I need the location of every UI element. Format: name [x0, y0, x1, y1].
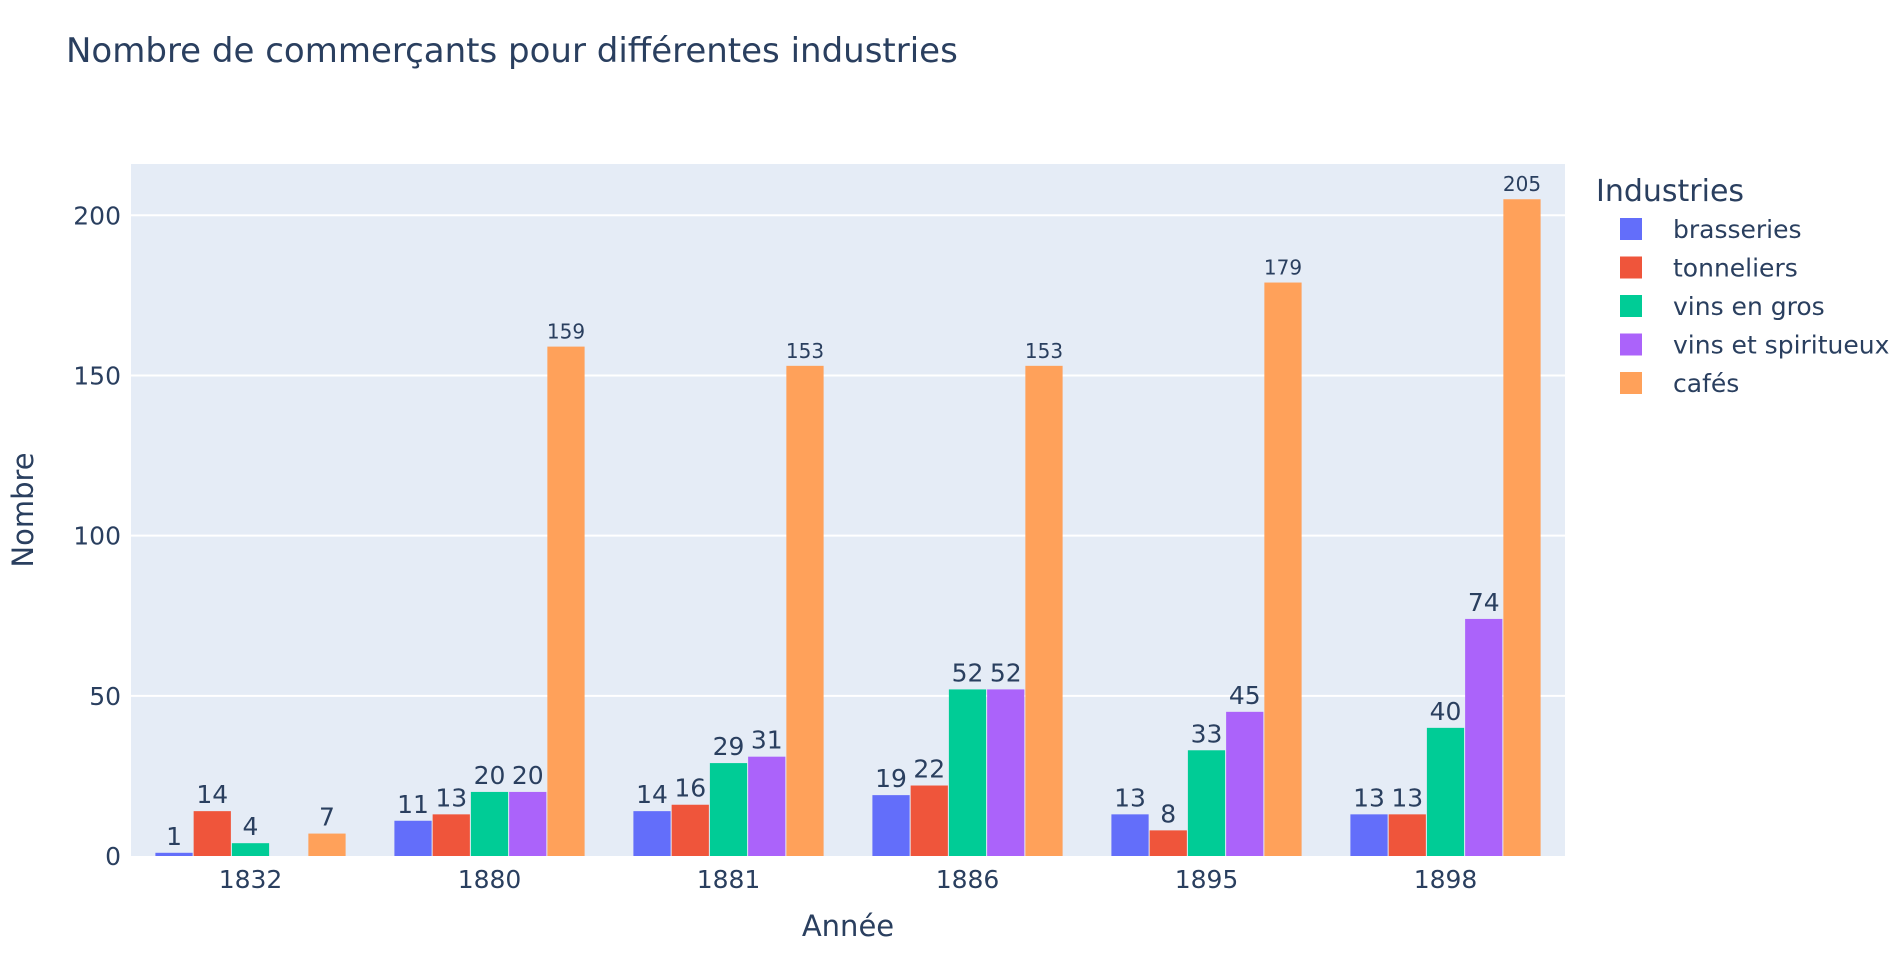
- legend-swatch: [1620, 218, 1642, 240]
- data-label: 13: [435, 783, 467, 812]
- legend-item[interactable]: vins et spiritueux: [1620, 331, 1889, 360]
- bar: [1388, 814, 1426, 856]
- bar: [1025, 365, 1063, 856]
- y-axis-ticks: 0 50 100 150 200: [73, 201, 121, 871]
- data-label: 40: [1430, 697, 1462, 726]
- bar: [1149, 830, 1187, 856]
- bar: [394, 820, 432, 856]
- data-label: 11: [397, 790, 429, 819]
- bar: [910, 785, 948, 856]
- x-tick-label: 1895: [1175, 865, 1239, 894]
- data-label: 52: [952, 658, 984, 687]
- chart-title: Nombre de commerçants pour différentes i…: [66, 31, 958, 71]
- bar: [1503, 199, 1541, 857]
- data-label: 13: [1391, 783, 1423, 812]
- data-label: 1: [166, 822, 182, 851]
- y-axis-title: Nombre: [6, 452, 40, 567]
- bar: [709, 763, 748, 856]
- legend-title: Industries: [1596, 174, 1744, 209]
- data-label: 20: [512, 761, 544, 790]
- gridlines: [131, 214, 1565, 697]
- legend-item[interactable]: brasseries: [1620, 215, 1802, 244]
- legend-swatch: [1620, 372, 1642, 394]
- x-tick-label: 1880: [458, 865, 522, 894]
- bar: [155, 852, 193, 856]
- data-label: 205: [1503, 172, 1541, 196]
- legend-label: brasseries: [1673, 215, 1802, 244]
- bar: [1426, 727, 1465, 856]
- bar: [1264, 282, 1302, 856]
- data-label: 13: [1353, 783, 1385, 812]
- data-label: 52: [990, 658, 1022, 687]
- bar: [671, 804, 709, 856]
- legend-label: cafés: [1673, 369, 1739, 398]
- bar: [231, 843, 270, 856]
- data-label: 14: [636, 780, 668, 809]
- data-label: 22: [913, 755, 945, 784]
- bar: [748, 756, 786, 856]
- bar: [987, 689, 1025, 856]
- y-tick-label: 150: [73, 361, 121, 390]
- data-label: 4: [243, 812, 259, 841]
- data-label: 20: [474, 761, 506, 790]
- data-label: 13: [1114, 783, 1146, 812]
- bar: [786, 365, 824, 856]
- bars: [155, 199, 1541, 857]
- data-label: 153: [786, 339, 824, 363]
- bar: [1226, 711, 1264, 856]
- data-label: 33: [1191, 719, 1223, 748]
- legend-label: vins et spiritueux: [1673, 331, 1889, 360]
- legend-label: tonneliers: [1673, 254, 1798, 283]
- legend-item[interactable]: cafés: [1620, 369, 1739, 398]
- bar: [872, 795, 910, 856]
- legend-label: vins en gros: [1673, 292, 1825, 321]
- bar: [193, 811, 231, 856]
- bar: [633, 811, 671, 856]
- bar: [547, 346, 585, 856]
- x-axis-title: Année: [802, 909, 894, 943]
- bar: [1465, 618, 1503, 856]
- data-label: 45: [1229, 681, 1261, 710]
- data-label: 16: [674, 774, 706, 803]
- data-label: 8: [1160, 799, 1176, 828]
- bar: [1187, 750, 1226, 856]
- data-label: 159: [547, 320, 585, 344]
- plot-area: [131, 164, 1565, 856]
- legend-item[interactable]: tonneliers: [1620, 254, 1798, 283]
- y-tick-label: 100: [73, 522, 121, 551]
- y-tick-label: 200: [73, 201, 121, 230]
- legend: Industries brasseries tonneliers vins en g…: [1596, 174, 1889, 398]
- x-tick-label: 1832: [219, 865, 283, 894]
- legend-swatch: [1620, 333, 1642, 356]
- legend-item[interactable]: vins en gros: [1620, 292, 1825, 321]
- legend-swatch: [1620, 295, 1642, 317]
- bar: [1111, 814, 1149, 856]
- bar: [948, 689, 987, 856]
- x-tick-label: 1881: [697, 865, 761, 894]
- x-tick-label: 1886: [936, 865, 1000, 894]
- y-tick-label: 0: [105, 842, 121, 871]
- data-label: 179: [1264, 256, 1302, 280]
- bar: [432, 814, 470, 856]
- data-label: 7: [319, 803, 335, 832]
- legend-swatch: [1620, 256, 1642, 279]
- bar: [1350, 814, 1388, 856]
- data-label: 29: [713, 732, 745, 761]
- data-label: 14: [196, 780, 228, 809]
- data-label: 31: [751, 726, 783, 755]
- data-label: 74: [1468, 588, 1500, 617]
- data-label: 19: [875, 764, 907, 793]
- x-axis-ticks: 1832 1880 1881 1886 1895 1898: [219, 865, 1478, 894]
- bar: [308, 833, 346, 856]
- y-tick-label: 50: [89, 682, 121, 711]
- data-label: 153: [1025, 339, 1063, 363]
- x-tick-label: 1898: [1414, 865, 1478, 894]
- bar: [509, 791, 547, 856]
- bar: [470, 791, 509, 856]
